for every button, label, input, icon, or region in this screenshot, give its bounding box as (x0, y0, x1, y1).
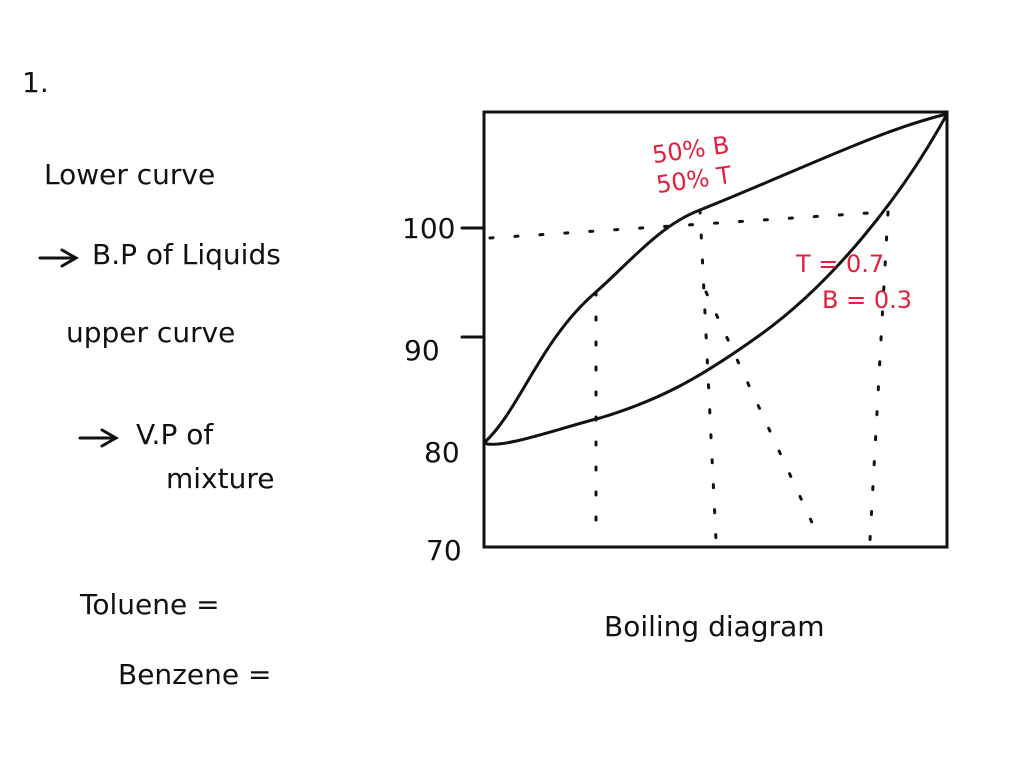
arrow (78, 428, 120, 448)
diagram-caption: Boiling diagram (604, 610, 825, 643)
note-text: mixture (166, 462, 275, 495)
y-label: 70 (426, 534, 462, 567)
question-number: 1. (22, 66, 49, 99)
note-heading: Lower curve (44, 158, 216, 191)
note-heading: upper curve (66, 316, 236, 349)
annotation: B = 0.3 (822, 286, 912, 314)
note-text: B.P of Liquids (92, 238, 281, 271)
plot-frame (482, 110, 949, 549)
lower-curve (482, 112, 949, 446)
arrow (38, 248, 80, 268)
note-text: Toluene = (80, 588, 220, 621)
y-label: 80 (424, 436, 460, 469)
dotted-guides (488, 208, 890, 542)
y-label: 90 (404, 334, 440, 367)
upper-curve (482, 112, 949, 445)
y-label: 100 (402, 212, 456, 245)
note-text: V.P of (136, 418, 214, 451)
annotation: T = 0.7 (796, 250, 885, 278)
note-text: Benzene = (118, 658, 272, 691)
